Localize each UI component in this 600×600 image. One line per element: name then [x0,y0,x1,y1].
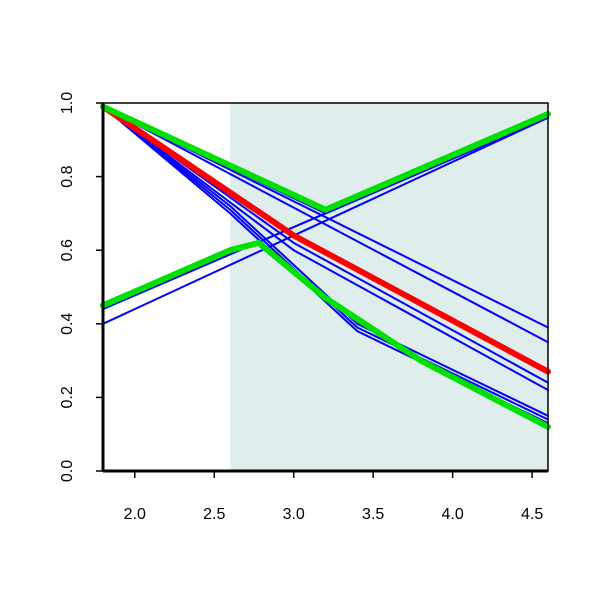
x-tick-label-4: 4.0 [442,506,464,523]
series-line-10 [100,103,551,375]
x-tick-label-0: 2.0 [124,506,146,523]
y-tick-label-2: 0.4 [59,313,76,335]
series-line-8 [102,116,549,325]
y-tick-label-4: 0.8 [59,165,76,187]
y-tick-label-0: 0.0 [59,460,76,482]
x-tick-label-2: 3.0 [283,506,305,523]
series-line-4 [102,105,549,417]
series-line-3 [102,105,549,392]
x-axis: 2.0 2.5 3.0 3.5 4.0 4.5 [124,471,543,523]
x-tick-label-3: 3.5 [362,506,384,523]
x-tick-label-5: 4.5 [521,506,543,523]
series-layer [100,103,551,430]
y-tick-label-3: 0.6 [59,239,76,261]
series-line-11 [100,103,551,213]
y-tick-label-5: 1.0 [59,92,76,114]
x-tick-label-1: 2.5 [203,506,225,523]
y-axis: 0.0 0.2 0.4 0.6 0.8 1.0 [59,92,103,482]
series-line-12 [100,239,551,430]
y-tick-label-1: 0.2 [59,386,76,408]
series-line-1 [102,105,549,344]
